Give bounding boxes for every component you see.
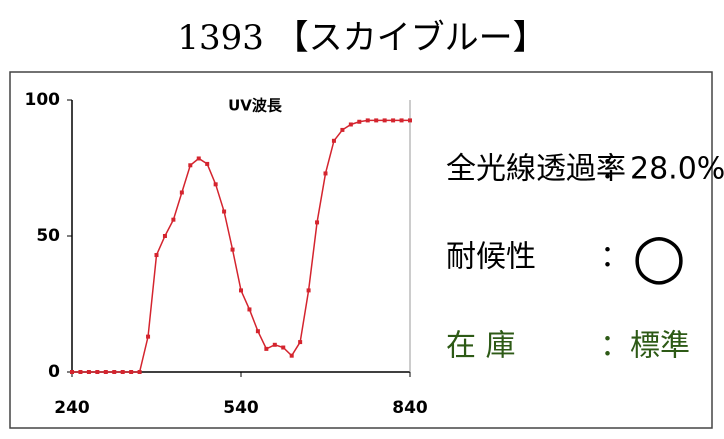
line [72,119,410,373]
point [146,334,151,339]
point [103,370,108,374]
point [213,182,218,187]
point [230,247,235,252]
point [272,342,277,347]
point [179,190,184,195]
transmittance-label: 全光線透過率 [446,152,626,187]
point [365,118,370,123]
point [281,345,286,350]
point [188,163,193,168]
point [86,370,91,374]
weather-sep: ： [600,240,630,275]
page-title: 1393 【スカイブルー】 [177,18,546,58]
point [95,370,100,374]
point [331,138,336,143]
point [255,329,260,334]
x-tick-label: 840 [392,398,428,418]
point [112,370,117,374]
point [306,288,311,293]
transmittance-value: ：28.0% [600,152,724,187]
stock-value: ：標準 [600,329,690,364]
x-tick-label: 540 [223,398,259,418]
y-tick-label: 0 [48,362,60,382]
point [78,370,83,374]
point [340,127,345,132]
point [120,370,125,374]
weather-label: 耐候性 [446,240,536,275]
point [323,171,328,176]
y-tick-label: 50 [36,226,60,246]
point [289,353,294,358]
point [137,370,142,374]
weather-value: ○ [632,219,686,292]
point [247,307,252,312]
point [399,118,404,123]
x-tick-label: 240 [54,398,90,418]
stock-label: 在 庫 [446,329,516,364]
point [171,217,176,222]
point [239,288,243,293]
point [298,340,303,345]
point [162,234,167,238]
point [374,118,379,123]
point [391,118,396,123]
point [196,156,201,161]
point [222,209,227,214]
point [357,119,362,124]
chart-title: UV波長 [228,97,283,115]
point [408,118,412,123]
y-tick-label: 100 [25,90,61,110]
point [70,370,74,374]
point [315,220,320,225]
point [205,161,210,166]
point [348,122,353,127]
frame [9,71,713,429]
point [382,118,387,123]
point [154,253,159,258]
point [264,346,269,351]
point [129,370,134,374]
